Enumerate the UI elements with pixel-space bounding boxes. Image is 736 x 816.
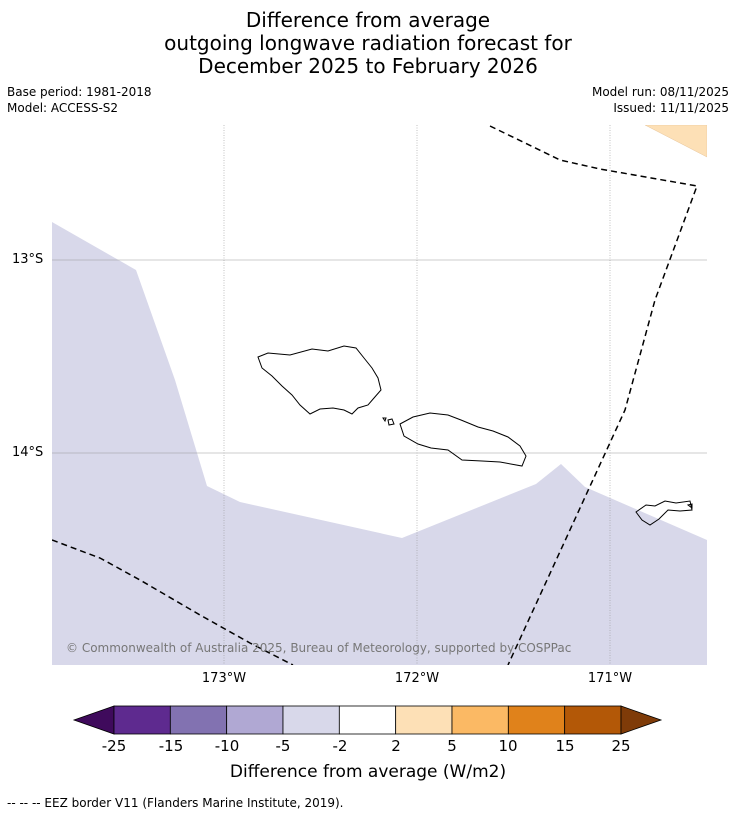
colorbar-extend-min (72, 705, 115, 735)
colorbar-title: Difference from average (W/m2) (229, 762, 507, 782)
lat-label-14s: 14°S (12, 445, 44, 460)
colorbar-segment (338, 705, 397, 735)
colorbar-segment (113, 705, 171, 735)
island-tutuila (635, 500, 693, 526)
colorbar-tick-label: 2 (391, 737, 401, 755)
title-line-3: December 2025 to February 2026 (198, 54, 538, 78)
colorbar-segment (564, 705, 622, 735)
colorbar-segment (395, 705, 453, 735)
eez-border (52, 125, 699, 665)
graticule (52, 125, 707, 665)
colorbar-segment (282, 705, 340, 735)
colorbar-tick-label: -2 (332, 737, 348, 755)
colorbar-extend-max (620, 705, 663, 735)
model-name: Model: ACCESS-S2 (7, 101, 119, 115)
lon-label-172w: 172°W (394, 671, 440, 686)
coastlines (257, 345, 693, 526)
colorbar-tick-label: -15 (158, 737, 184, 755)
colorbar-segment (169, 705, 228, 735)
colorbar-segment (507, 705, 566, 735)
eez-border-east (489, 125, 699, 665)
model-run: Model run: 08/11/2025 (591, 85, 729, 99)
anomaly-region-positive (644, 125, 707, 158)
colorbar-tick-label: -25 (101, 737, 127, 755)
island-manono (387, 418, 395, 426)
lat-label-13s: 13°S (12, 252, 44, 267)
lon-label-171w: 171°W (587, 671, 633, 686)
colorbar-segment (226, 705, 284, 735)
colorbar-tick-label: 10 (498, 737, 518, 755)
colorbar-segment (451, 705, 509, 735)
base-period: Base period: 1981-2018 (7, 85, 152, 99)
eez-footnote: -- -- -- EEZ border V11 (Flanders Marine… (7, 796, 344, 810)
colorbar-tick-label: 25 (611, 737, 631, 755)
colorbar-tick-label: 5 (447, 737, 457, 755)
copyright-notice: © Commonwealth of Australia 2025, Bureau… (66, 641, 572, 655)
colorbar-tick-label: -5 (275, 737, 291, 755)
island-upolu (399, 412, 527, 467)
colorbar-tick-label: -10 (214, 737, 240, 755)
title-line-1: Difference from average (245, 8, 491, 32)
colorbar-tick-label: 15 (555, 737, 575, 755)
island-apolima (382, 417, 387, 423)
island-savaii (257, 345, 382, 415)
title-line-2: outgoing longwave radiation forecast for (164, 31, 572, 55)
island-aunuu (686, 503, 693, 509)
lon-label-173w: 173°W (201, 671, 247, 686)
colorbar (72, 705, 663, 735)
map-area (52, 125, 707, 665)
issued-date: Issued: 11/11/2025 (613, 101, 729, 115)
anomaly-region-negative (52, 222, 707, 665)
eez-border-west (52, 539, 294, 665)
